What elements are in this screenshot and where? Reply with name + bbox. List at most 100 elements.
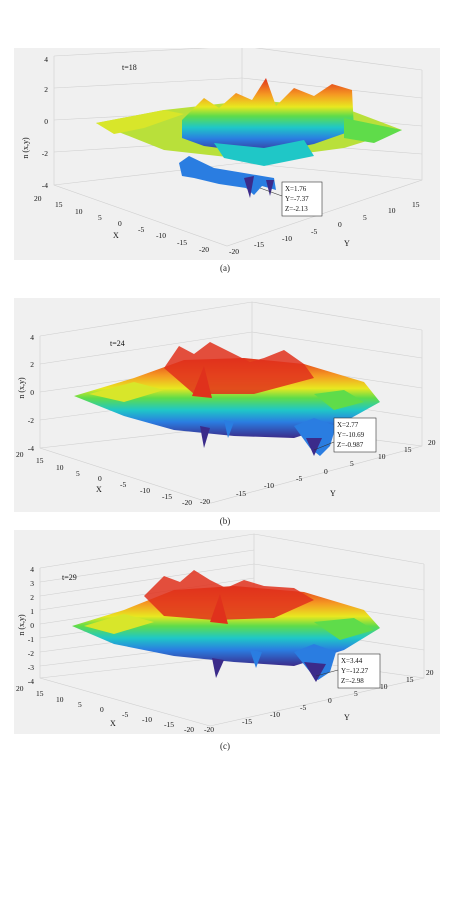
ztick: 1: [30, 607, 34, 616]
ztick: 4: [30, 565, 34, 574]
xticks-b: 20 15 10 5 0 -5 -10 -15 -20: [16, 450, 192, 507]
zticks-b: 4 2 0 -2 -4: [28, 333, 35, 453]
datatip-a: X=1.76 Y=-7.37 Z=-2.13: [259, 181, 323, 217]
ztick: 3: [30, 579, 34, 588]
ytick: 5: [363, 213, 367, 222]
xtick: 0: [118, 219, 122, 228]
ytick: -15: [242, 717, 252, 726]
ztick: 0: [30, 388, 34, 397]
caption-c: (c): [220, 741, 230, 751]
ztick: 2: [30, 360, 34, 369]
datatip-y: Y=-12.27: [341, 667, 369, 675]
ytick: 10: [388, 206, 396, 215]
datatip-z: Z=-2.98: [341, 677, 364, 685]
ytick: -15: [236, 489, 246, 498]
datatip-b: X=2.77 Y=-10.69 Z=-0.987: [313, 417, 377, 453]
ztick: -2: [42, 149, 48, 158]
xtick: -15: [162, 492, 172, 501]
xtick: 20: [16, 450, 24, 459]
datatip-y: Y=-7.37: [285, 195, 309, 203]
ztick: -4: [42, 181, 48, 190]
ytick: -20: [204, 725, 214, 734]
caption-b: (b): [219, 516, 231, 526]
ztick: -2: [28, 416, 34, 425]
ytick: -5: [300, 703, 306, 712]
zticks-a: 4 2 0 -2 -4: [42, 55, 49, 190]
xtick: 20: [16, 684, 24, 693]
ytick: 20: [428, 438, 436, 447]
xtick: 15: [55, 200, 63, 209]
ytick: -5: [311, 227, 317, 236]
xtick: 15: [36, 456, 44, 465]
ytick: -10: [264, 481, 274, 490]
surface-mesh: [72, 570, 380, 682]
xtick: -10: [142, 715, 152, 724]
zticks-c: 4 3 2 1 0 -1 -2 -3 -4: [28, 565, 35, 686]
ytick: -10: [270, 710, 280, 719]
surface-mesh: [96, 78, 402, 198]
ytick: -5: [296, 474, 302, 483]
ytick: 0: [328, 696, 332, 705]
ztick: 0: [44, 117, 48, 126]
xlabel-b: X: [96, 485, 102, 494]
ylabel-c: Y: [344, 713, 350, 722]
ztick: -3: [28, 663, 34, 672]
ytick: 15: [412, 200, 420, 209]
caption-a: (a): [220, 263, 230, 273]
xtick: -5: [138, 225, 144, 234]
ztick: 0: [30, 621, 34, 630]
time-label-c: t=29: [62, 573, 77, 582]
xtick: -15: [177, 238, 187, 247]
ytick: -10: [282, 234, 292, 243]
datatip-z: Z=-2.13: [285, 205, 308, 213]
xtick: 0: [98, 474, 102, 483]
ylabel-b: Y: [330, 489, 336, 498]
datatip-x: X=1.76: [285, 185, 307, 193]
xtick: -15: [164, 720, 174, 729]
xtick: -10: [156, 231, 166, 240]
datatip-z: Z=-0.987: [337, 441, 364, 449]
ztick: 4: [30, 333, 34, 342]
figure-panel-a: t=18 n (x,y) 4 2 0 -2 -4 20 15 10 5 0 -5…: [14, 48, 440, 260]
ytick: 15: [404, 445, 412, 454]
surface-chart-b: t=24 n (x,y) 4 2 0 -2 -4 20 15 10 5 0 -5…: [16, 301, 436, 507]
ztick: 4: [44, 55, 48, 64]
xtick: 5: [98, 213, 102, 222]
ztick: -4: [28, 677, 34, 686]
ztick: -1: [28, 635, 34, 644]
xtick: -20: [199, 245, 209, 254]
zlabel-c: n (x,y): [17, 614, 26, 636]
xtick: 10: [56, 695, 64, 704]
xticks-c: 20 15 10 5 0 -5 -10 -15 -20: [16, 684, 194, 734]
ytick: 5: [354, 689, 358, 698]
xlabel-a: X: [113, 231, 119, 240]
datatip-y: Y=-10.69: [337, 431, 365, 439]
xtick: 0: [100, 705, 104, 714]
yticks-a: -20 -15 -10 -5 0 5 10 15: [229, 200, 420, 256]
ytick: -20: [200, 497, 210, 506]
xtick: 20: [34, 194, 42, 203]
xtick: 15: [36, 689, 44, 698]
ytick: 20: [426, 668, 434, 677]
figure-panel-c: t=29 n (x,y) 4 3 2 1 0 -1 -2 -3 -4 20 15…: [14, 530, 440, 734]
surface-mesh: [74, 342, 380, 456]
datatip-c: X=3.44 Y=-12.27 Z=-2.98: [315, 653, 381, 689]
ytick: 0: [324, 467, 328, 476]
ytick: 15: [406, 675, 414, 684]
xtick: -5: [122, 710, 128, 719]
ytick: -20: [229, 247, 239, 256]
ztick: 2: [30, 593, 34, 602]
yticks-b: -20 -15 -10 -5 0 5 10 15 20: [200, 438, 436, 506]
ztick: -2: [28, 649, 34, 658]
xtick: 5: [78, 700, 82, 709]
datatip-x: X=2.77: [337, 421, 359, 429]
ytick: 10: [378, 452, 386, 461]
xtick: -20: [184, 725, 194, 734]
xtick: 10: [75, 207, 83, 216]
ytick: 5: [350, 459, 354, 468]
surface-chart-c: t=29 n (x,y) 4 3 2 1 0 -1 -2 -3 -4 20 15…: [16, 533, 434, 734]
ytick: 10: [380, 682, 388, 691]
surface-chart-a: t=18 n (x,y) 4 2 0 -2 -4 20 15 10 5 0 -5…: [21, 48, 423, 256]
xtick: 5: [76, 469, 80, 478]
xticks-a: 20 15 10 5 0 -5 -10 -15 -20: [34, 194, 209, 254]
